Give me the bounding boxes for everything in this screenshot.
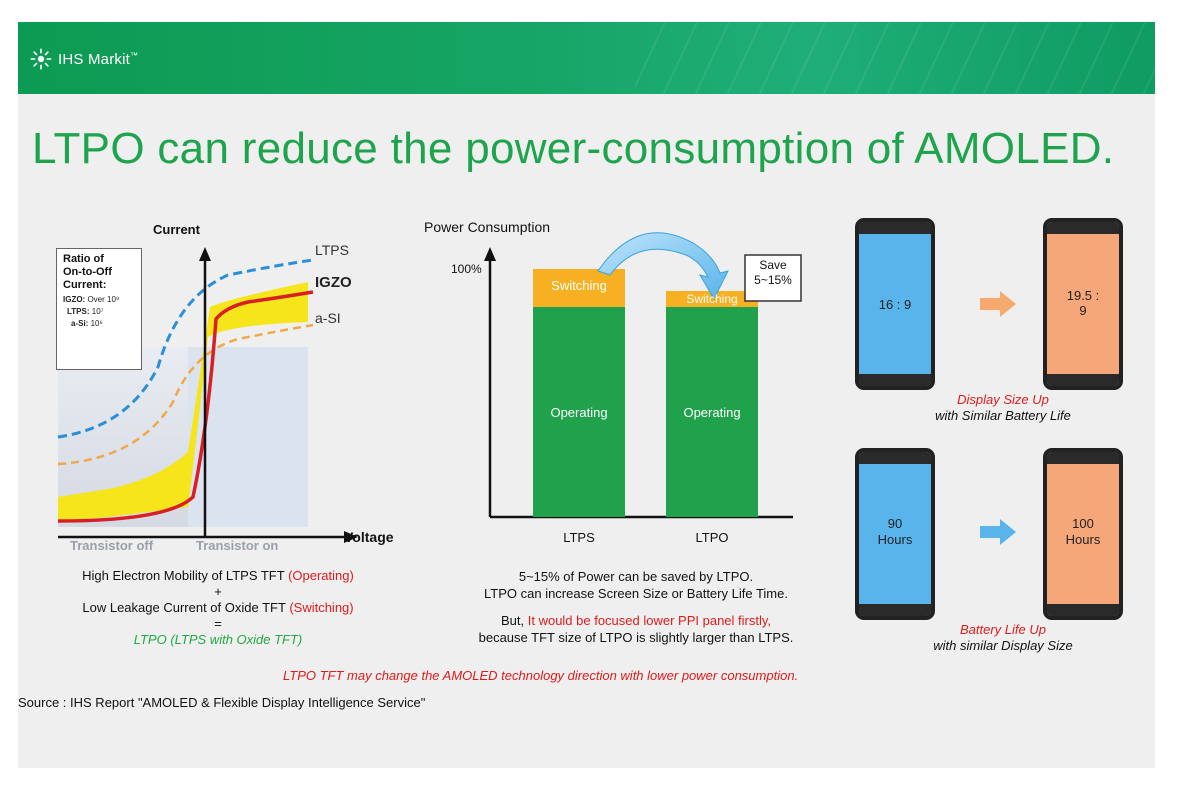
ratio-box: Ratio of On-to-Off Current: IGZO: Over 1…: [56, 248, 142, 370]
current-axis-arrow-icon: [199, 247, 211, 261]
left-caption: High Electron Mobility of LTPS TFT (Oper…: [38, 568, 398, 648]
voltage-axis-label: Voltage: [344, 529, 394, 545]
conclusion-text: LTPO TFT may change the AMOLED technolog…: [283, 668, 798, 683]
power-consumption-label: Power Consumption: [424, 219, 550, 235]
page-title: LTPO can reduce the power-consumption of…: [32, 124, 1114, 174]
ratio-box-title: Ratio of On-to-Off Current:: [63, 253, 135, 292]
orange-arrow-icon: [978, 290, 1018, 318]
ltpo-bar-label: LTPO: [666, 530, 758, 545]
banner-pattern: [635, 22, 1155, 94]
igzo-label: IGZO: [315, 274, 352, 291]
ltps-operating-label: Operating: [533, 405, 625, 420]
ltps-bar-label: LTPS: [533, 530, 625, 545]
transistor-off-label: Transistor off: [70, 538, 153, 553]
ltps-switching-label: Switching: [533, 278, 625, 293]
a-si-label: a-SI: [315, 310, 341, 326]
save-callout-text: Save 5~15%: [745, 258, 801, 288]
current-axis-label: Current: [153, 222, 200, 237]
brand-name: IHS Markit™: [58, 51, 138, 68]
display-size-caption: Display Size Up with Similar Battery Lif…: [878, 392, 1128, 424]
middle-caption: 5~15% of Power can be saved by LTPO. LTP…: [436, 568, 836, 646]
header-banner: IHS Markit™: [18, 22, 1155, 94]
transistor-on-label: Transistor on: [196, 538, 278, 553]
battery-life-caption: Battery Life Up with similar Display Siz…: [878, 622, 1128, 654]
ratio-box-rows: IGZO: Over 10⁹ LTPS: 10⁷ a-Si: 10⁶: [63, 294, 135, 330]
blue-arrow-icon: [978, 518, 1018, 546]
ihs-markit-logo-icon: [30, 48, 52, 70]
phone-90-hours: 90 Hours: [855, 448, 935, 620]
phone-16-9: 16 : 9: [855, 218, 935, 390]
slide: IHS Markit™ LTPO can reduce the power-co…: [18, 22, 1155, 768]
brand: IHS Markit™: [30, 48, 138, 70]
source-text: Source : IHS Report "AMOLED & Flexible D…: [18, 695, 425, 710]
power-y-axis-arrow-icon: [484, 247, 496, 261]
ltps-label: LTPS: [315, 242, 349, 258]
phone-19-5-9: 19.5 : 9: [1043, 218, 1123, 390]
ltpo-operating-label: Operating: [666, 405, 758, 420]
hundred-percent-label: 100%: [451, 262, 482, 276]
ltpo-switching-label: Switching: [666, 292, 758, 306]
phone-100-hours: 100 Hours: [1043, 448, 1123, 620]
